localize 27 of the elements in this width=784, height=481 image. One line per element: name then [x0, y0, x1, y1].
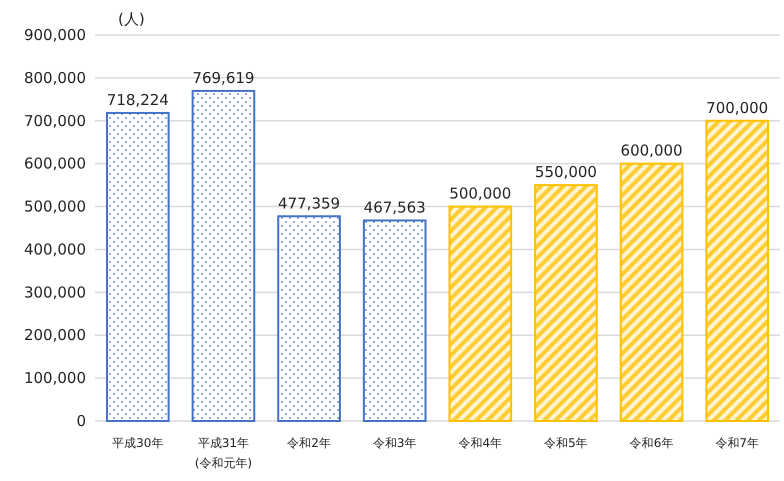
x-tick-label: 平成30年: [112, 436, 164, 450]
data-label: 550,000: [534, 163, 597, 182]
y-tick-label: 800,000: [24, 68, 86, 87]
data-label: 477,359: [278, 194, 340, 212]
data-label: 769,619: [192, 68, 254, 87]
x-tick-label: 平成31年 (令和元年): [194, 436, 252, 470]
x-tick-label: 令和3年: [372, 436, 417, 450]
x-tick-label: 令和5年: [544, 436, 588, 450]
y-axis-title: (人): [118, 10, 145, 28]
y-tick-label: 0: [76, 412, 86, 430]
y-tick-label: 900,000: [24, 26, 86, 44]
y-tick-label: 500,000: [24, 198, 86, 216]
data-label: 700,000: [706, 98, 768, 117]
data-label: 500,000: [449, 184, 512, 203]
x-tick-label: 令和6年: [630, 436, 674, 450]
x-tick-label: 令和2年: [287, 436, 331, 450]
data-label: 600,000: [620, 142, 683, 160]
y-tick-label: 700,000: [24, 112, 86, 130]
data-label: 718,224: [106, 90, 169, 109]
y-tick-label: 100,000: [24, 369, 86, 388]
y-tick-label: 400,000: [24, 240, 86, 258]
x-tick-label: 令和7年: [715, 436, 760, 450]
x-tick-label: 令和4年: [458, 436, 502, 450]
y-tick-label: 600,000: [24, 154, 86, 173]
y-tick-label: 300,000: [24, 283, 86, 302]
data-label: 467,563: [364, 198, 426, 216]
y-tick-label: 200,000: [24, 326, 86, 344]
